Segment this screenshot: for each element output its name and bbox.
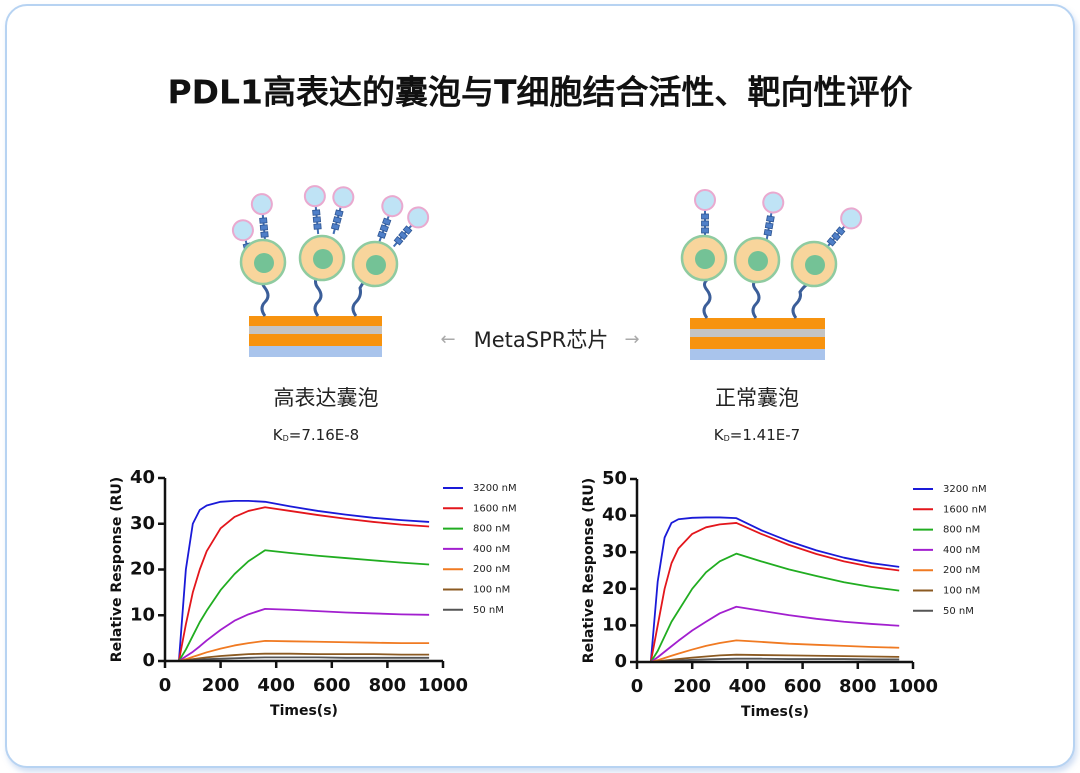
x-tick-label: 200 — [202, 675, 240, 696]
y-axis-title: Relative Response (RU) — [581, 478, 597, 663]
legend-label: 100 nM — [943, 586, 980, 597]
y-tick-label: 40 — [602, 505, 627, 526]
legend-label: 200 nM — [943, 565, 980, 576]
y-tick-label: 50 — [602, 468, 627, 489]
illustration-left — [229, 183, 434, 357]
y-tick-label: 0 — [614, 651, 627, 672]
panel-label: 高表达囊泡 — [274, 386, 379, 410]
kd-subscript: D — [283, 434, 289, 443]
series-line — [649, 516, 900, 663]
kd-number: =1.41E-7 — [730, 426, 800, 444]
legend-label: 100 nM — [473, 585, 510, 596]
x-tick-label: 1000 — [888, 676, 938, 697]
legend-label: 800 nM — [943, 525, 980, 536]
x-tick-label: 600 — [313, 675, 351, 696]
y-tick-label: 20 — [130, 559, 155, 580]
illustration-right — [680, 189, 867, 360]
svg-text:←: ← — [440, 329, 455, 350]
legend-label: 3200 nM — [943, 484, 987, 495]
series-line — [649, 522, 900, 663]
legend-label: 50 nM — [473, 605, 504, 616]
kd-symbol: K — [714, 426, 725, 444]
series-line — [178, 652, 430, 662]
kd-value: KD=1.41E-7 — [714, 426, 800, 444]
y-tick-label: 10 — [130, 604, 155, 625]
series-line — [178, 639, 430, 662]
kd-subscript: D — [724, 434, 730, 443]
kd-number: =7.16E-8 — [289, 426, 359, 444]
svg-text:→: → — [624, 329, 639, 350]
x-axis-title: Times(s) — [270, 703, 338, 719]
legend-label: 400 nM — [943, 545, 980, 556]
kd-symbol: K — [273, 426, 284, 444]
x-tick-label: 800 — [839, 676, 877, 697]
y-tick-label: 0 — [142, 650, 155, 671]
x-tick-label: 400 — [257, 675, 295, 696]
y-tick-label: 30 — [130, 513, 155, 534]
chip-text: MetaSPR芯片 — [474, 328, 609, 352]
y-tick-label: 30 — [602, 541, 627, 562]
y-tick-label: 10 — [602, 614, 627, 635]
x-tick-label: 600 — [784, 676, 822, 697]
y-tick-label: 40 — [130, 467, 155, 488]
y-axis-title: Relative Response (RU) — [109, 477, 125, 662]
legend-label: 1600 nM — [473, 503, 517, 514]
x-tick-label: 200 — [673, 676, 711, 697]
panel-label: 正常囊泡 — [715, 386, 799, 410]
legend-label: 3200 nM — [473, 483, 517, 494]
legend-label: 400 nM — [473, 544, 510, 555]
legend-label: 50 nM — [943, 606, 974, 617]
x-tick-label: 0 — [631, 676, 644, 697]
y-tick-label: 20 — [602, 578, 627, 599]
title: PDL1高表达的囊泡与T细胞结合活性、靶向性评价 — [167, 73, 912, 112]
series-line — [178, 506, 430, 662]
legend-label: 800 nM — [473, 524, 510, 535]
legend-label: 1600 nM — [943, 504, 987, 515]
series-line — [650, 605, 900, 663]
series-line — [650, 639, 900, 663]
legend-label: 200 nM — [473, 564, 510, 575]
x-tick-label: 400 — [729, 676, 767, 697]
x-axis-title: Times(s) — [741, 704, 809, 720]
x-tick-label: 800 — [369, 675, 407, 696]
x-tick-label: 0 — [159, 675, 172, 696]
chip-label: ← MetaSPR芯片 → — [440, 328, 639, 352]
kd-value: KD=7.16E-8 — [273, 426, 359, 444]
x-tick-label: 1000 — [418, 675, 468, 696]
series-line — [178, 499, 430, 662]
series-line — [178, 549, 430, 662]
series-line — [650, 552, 900, 663]
series-line — [178, 607, 430, 662]
